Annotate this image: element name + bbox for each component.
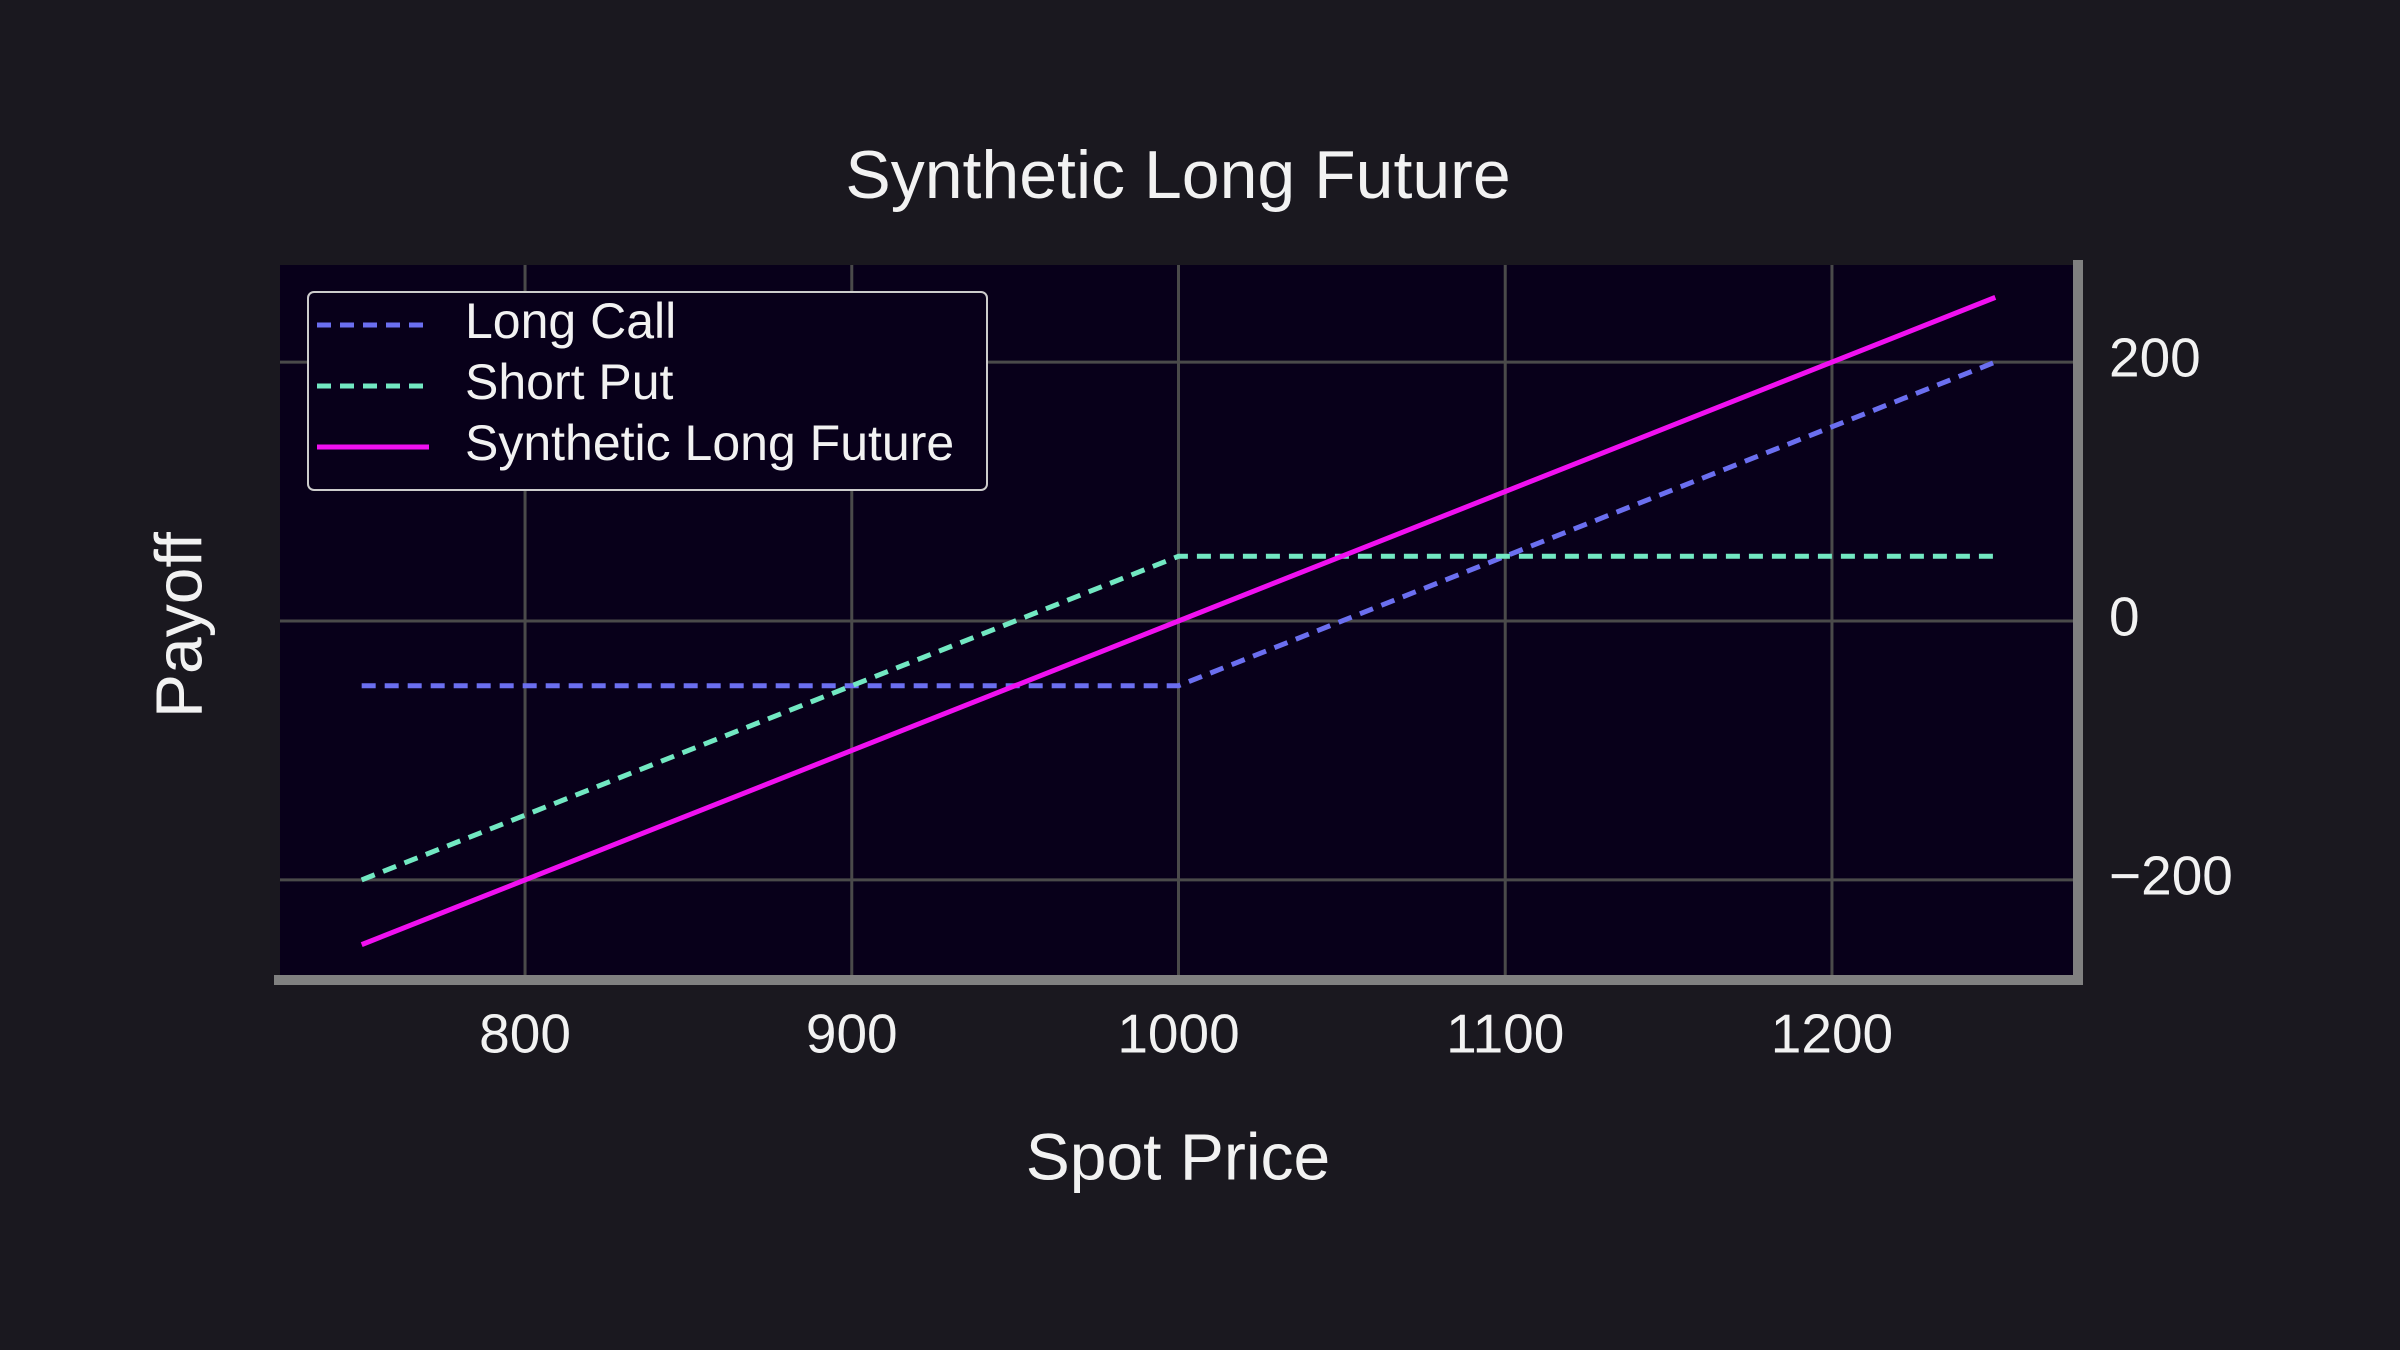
x-tick-label: 1200 <box>1771 1003 1893 1065</box>
x-tick-label: 900 <box>806 1003 898 1065</box>
x-tick-label: 1000 <box>1117 1003 1239 1065</box>
lines <box>360 295 1997 947</box>
x-axis-label: Spot Price <box>1026 1119 1330 1193</box>
legend-label: Short Put <box>465 354 674 410</box>
y-axis-label: Payoff <box>141 531 215 718</box>
line-series <box>360 295 1997 947</box>
line-series <box>361 359 1997 689</box>
legend-label: Synthetic Long Future <box>465 415 954 471</box>
legend-box <box>307 291 988 491</box>
legend-label: Long Call <box>465 293 676 349</box>
y-tick-label: 200 <box>2109 327 2201 389</box>
x-tick-label: 1100 <box>1446 1003 1564 1065</box>
line-series <box>360 553 1996 883</box>
x-tick-label: 800 <box>479 1003 571 1065</box>
chart-title: Synthetic Long Future <box>845 137 1510 213</box>
y-tick-label: 0 <box>2109 586 2140 648</box>
y-tick-label: −200 <box>2109 844 2233 906</box>
